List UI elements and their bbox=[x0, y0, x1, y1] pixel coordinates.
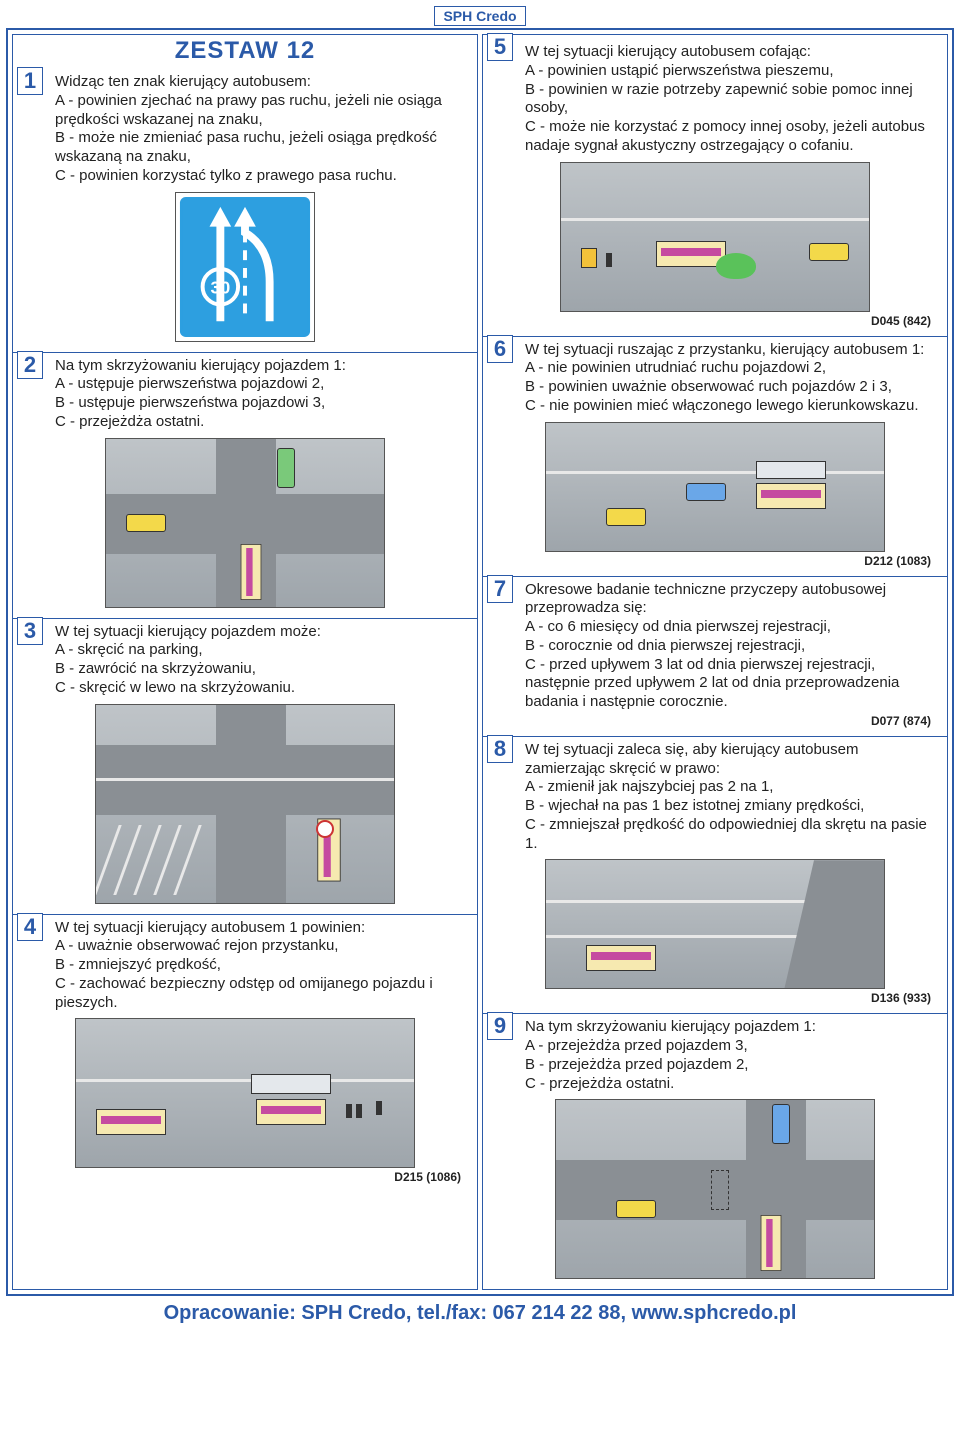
q9-opt-a: A - przejeżdża przed pojazdem 3, bbox=[525, 1037, 939, 1056]
q6-opt-a: A - nie powinien utrudniać ruchu pojazdo… bbox=[525, 359, 939, 378]
q4-opt-a: A - uważnie obserwować rejon przystanku, bbox=[55, 937, 469, 956]
q3-lead: W tej sytuacji kierujący pojazdem może: bbox=[55, 623, 321, 640]
question-6: 6 W tej sytuacji ruszając z przystanku, … bbox=[483, 336, 947, 576]
q9-opt-b: B - przejeżdża przed pojazdem 2, bbox=[525, 1056, 939, 1075]
q7-code: D077 (874) bbox=[491, 714, 939, 728]
q4-code: D215 (1086) bbox=[21, 1170, 469, 1184]
right-column: 5 W tej sytuacji kierujący autobusem cof… bbox=[482, 34, 948, 1290]
question-9: 9 Na tym skrzyżowaniu kierujący pojazdem… bbox=[483, 1013, 947, 1289]
q7-lead: Okresowe badanie techniczne przyczepy au… bbox=[525, 581, 886, 617]
q1-number: 1 bbox=[17, 67, 43, 95]
q8-opt-c: C - zmniejszał prędkość do odpowiedniej … bbox=[525, 816, 939, 854]
q2-opt-a: A - ustępuje pierwszeństwa pojazdowi 2, bbox=[55, 375, 469, 394]
q3-opt-a: A - skręcić na parking, bbox=[55, 641, 469, 660]
q2-illustration bbox=[105, 438, 385, 608]
q5-code: D045 (842) bbox=[491, 314, 939, 328]
question-4: 4 W tej sytuacji kierujący autobusem 1 p… bbox=[13, 914, 477, 1193]
q1-opt-b: B - może nie zmieniać pasa ruchu, jeżeli… bbox=[55, 129, 469, 167]
q6-illustration bbox=[545, 422, 885, 552]
q1-lead: Widząc ten znak kierujący autobusem: bbox=[55, 73, 311, 90]
q6-code: D212 (1083) bbox=[491, 554, 939, 568]
question-1: 1 Widząc ten znak kierujący autobusem: A… bbox=[13, 69, 477, 352]
question-5: 5 W tej sytuacji kierujący autobusem cof… bbox=[483, 35, 947, 336]
q3-illustration bbox=[95, 704, 395, 904]
logo-top: SPH Credo bbox=[6, 6, 954, 26]
left-column: ZESTAW 12 1 Widząc ten znak kierujący au… bbox=[12, 34, 478, 1290]
q7-number: 7 bbox=[487, 575, 513, 603]
q4-illustration bbox=[75, 1018, 415, 1168]
q1-opt-a: A - powinien zjechać na prawy pas ruchu,… bbox=[55, 92, 469, 130]
q8-illustration bbox=[545, 859, 885, 989]
q5-opt-a: A - powinien ustąpić pierwszeństwa piesz… bbox=[525, 62, 939, 81]
q8-code: D136 (933) bbox=[491, 991, 939, 1005]
q7-opt-a: A - co 6 miesięcy od dnia pierwszej reje… bbox=[525, 618, 939, 637]
q5-lead: W tej sytuacji kierujący autobusem cofaj… bbox=[525, 43, 811, 60]
question-7: 7 Okresowe badanie techniczne przyczepy … bbox=[483, 576, 947, 736]
q6-opt-b: B - powinien uważnie obserwować ruch poj… bbox=[525, 378, 939, 397]
q1-sign-illustration: 30 bbox=[175, 192, 315, 342]
q9-illustration bbox=[555, 1099, 875, 1279]
q2-number: 2 bbox=[17, 351, 43, 379]
q9-opt-c: C - przejeżdża ostatni. bbox=[525, 1075, 939, 1094]
q7-opt-c: C - przed upływem 3 lat od dnia pierwsze… bbox=[525, 656, 939, 712]
q2-lead: Na tym skrzyżowaniu kierujący pojazdem 1… bbox=[55, 357, 346, 374]
q6-lead: W tej sytuacji ruszając z przystanku, ki… bbox=[525, 341, 924, 358]
footer-text: Opracowanie: SPH Credo, tel./fax: 067 21… bbox=[6, 1296, 954, 1327]
q9-lead: Na tym skrzyżowaniu kierujący pojazdem 1… bbox=[525, 1018, 816, 1035]
q3-opt-c: C - skręcić w lewo na skrzyżowaniu. bbox=[55, 679, 469, 698]
logo-text: SPH Credo bbox=[434, 6, 525, 26]
page-title: ZESTAW 12 bbox=[13, 35, 477, 69]
question-3: 3 W tej sytuacji kierujący pojazdem może… bbox=[13, 618, 477, 914]
q7-opt-b: B - corocznie od dnia pierwszej rejestra… bbox=[525, 637, 939, 656]
q5-illustration bbox=[560, 162, 870, 312]
q9-number: 9 bbox=[487, 1012, 513, 1040]
q5-number: 5 bbox=[487, 33, 513, 61]
q8-opt-b: B - wjechał na pas 1 bez istotnej zmiany… bbox=[525, 797, 939, 816]
question-2: 2 Na tym skrzyżowaniu kierujący pojazdem… bbox=[13, 352, 477, 618]
q6-opt-c: C - nie powinien mieć włączonego lewego … bbox=[525, 397, 939, 416]
q2-opt-b: B - ustępuje pierwszeństwa pojazdowi 3, bbox=[55, 394, 469, 413]
q3-number: 3 bbox=[17, 617, 43, 645]
question-8: 8 W tej sytuacji zaleca się, aby kierują… bbox=[483, 736, 947, 1014]
q5-opt-c: C - może nie korzystać z pomocy innej os… bbox=[525, 118, 939, 156]
q5-opt-b: B - powinien w razie potrzeby zapewnić s… bbox=[525, 81, 939, 119]
q4-opt-c: C - zachować bezpieczny odstęp od omijan… bbox=[55, 975, 469, 1013]
page-frame: ZESTAW 12 1 Widząc ten znak kierujący au… bbox=[6, 28, 954, 1296]
q8-opt-a: A - zmienił jak najszybciej pas 2 na 1, bbox=[525, 778, 939, 797]
q8-number: 8 bbox=[487, 735, 513, 763]
q4-lead: W tej sytuacji kierujący autobusem 1 pow… bbox=[55, 919, 365, 936]
q8-lead: W tej sytuacji zaleca się, aby kierujący… bbox=[525, 741, 858, 777]
q3-opt-b: B - zawrócić na skrzyżowaniu, bbox=[55, 660, 469, 679]
q2-opt-c: C - przejeżdża ostatni. bbox=[55, 413, 469, 432]
q6-number: 6 bbox=[487, 335, 513, 363]
q4-opt-b: B - zmniejszyć prędkość, bbox=[55, 956, 469, 975]
sign-speed-text: 30 bbox=[210, 277, 230, 297]
q4-number: 4 bbox=[17, 913, 43, 941]
q1-opt-c: C - powinien korzystać tylko z prawego p… bbox=[55, 167, 469, 186]
